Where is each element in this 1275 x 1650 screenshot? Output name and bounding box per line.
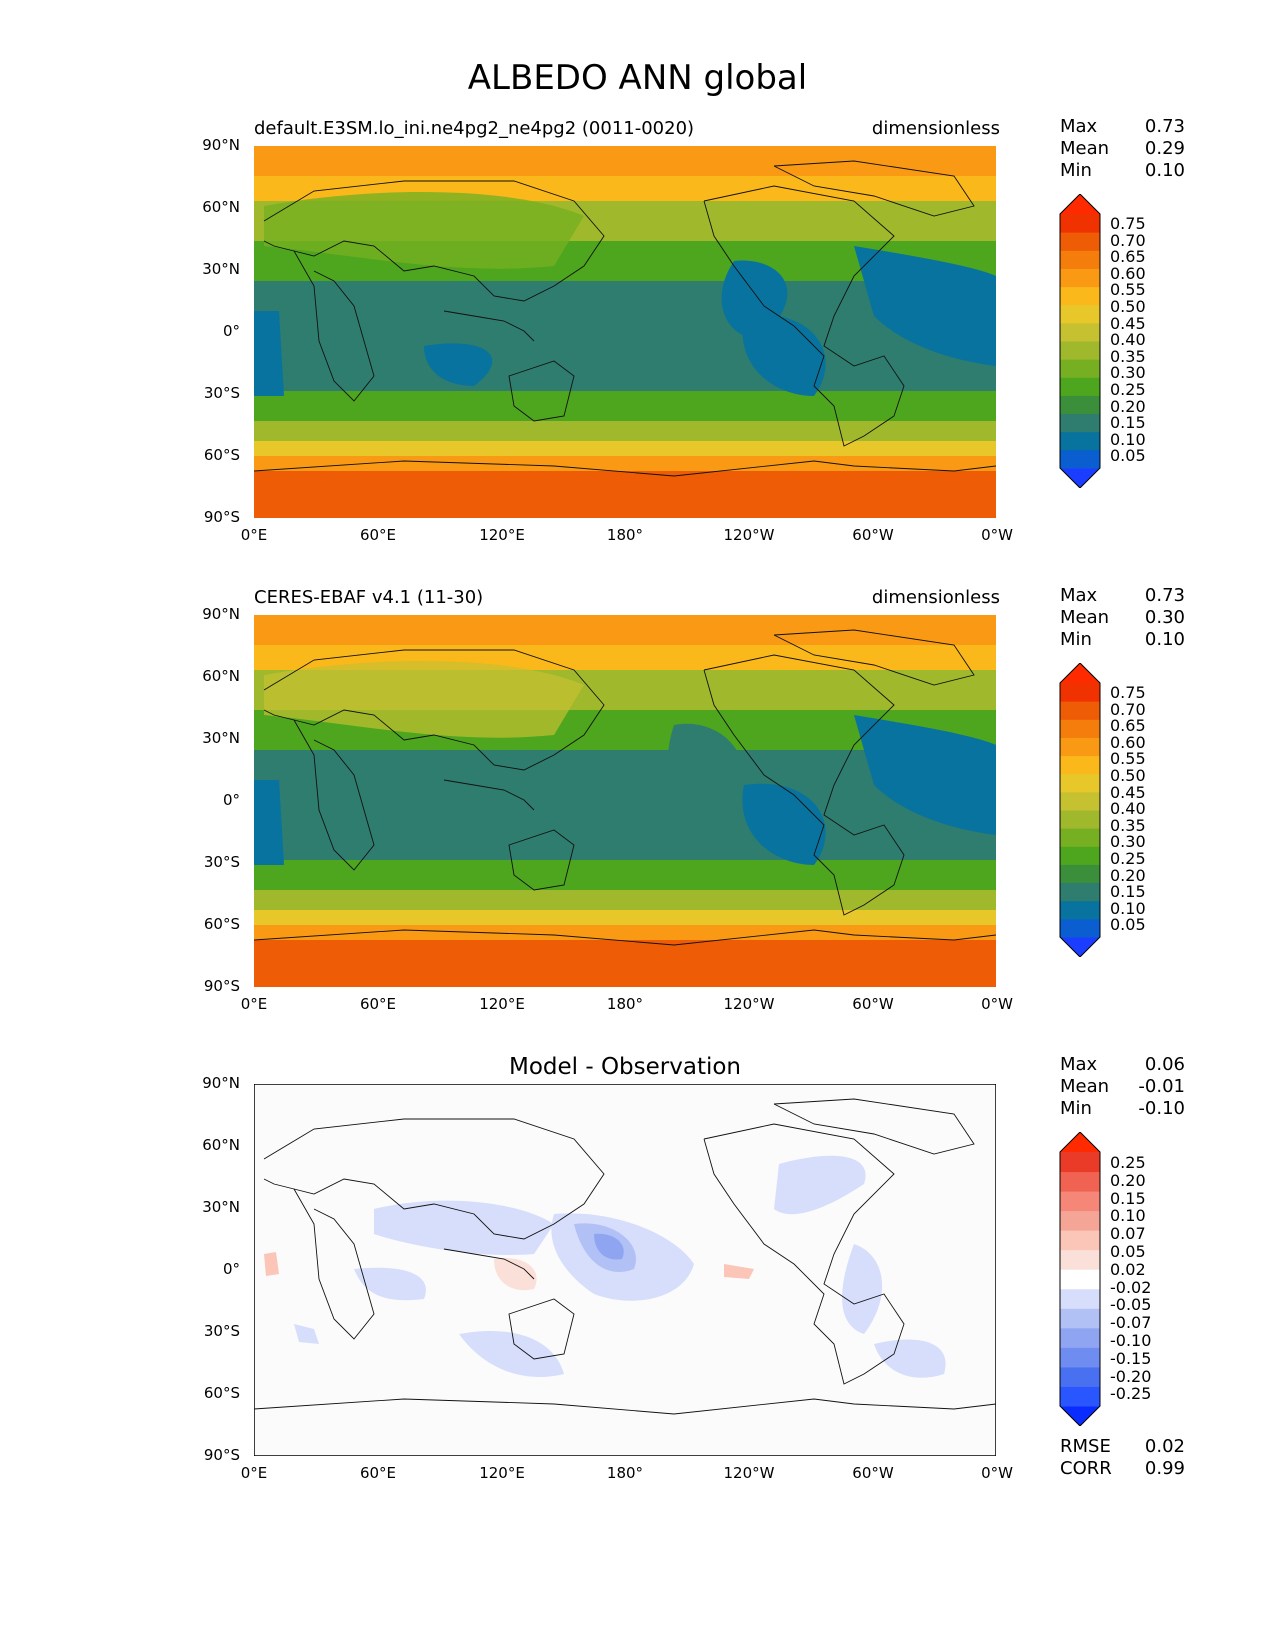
ytick: 90°S bbox=[203, 1446, 240, 1464]
xtick: 60°W bbox=[852, 526, 894, 544]
ytick: 30°S bbox=[203, 1322, 240, 1340]
xtick: 120°W bbox=[723, 1464, 775, 1482]
colorbar-model bbox=[1058, 193, 1102, 492]
map-model bbox=[254, 146, 996, 518]
panel-obs-units: dimensionless bbox=[871, 587, 1000, 608]
ytick: 0° bbox=[222, 1260, 240, 1278]
colorbar-obs-labels: 0.75 0.70 0.65 0.60 0.55 0.50 0.45 0.40 0.35 0.30… bbox=[1110, 683, 1146, 935]
ytick: 60°S bbox=[203, 1384, 240, 1402]
panel-obs: CERES-EBAF v4.1 (11-30) dimensionless bbox=[0, 469, 1275, 1013]
ytick: 60°S bbox=[203, 915, 240, 933]
xtick: 120°W bbox=[723, 995, 775, 1013]
map-obs bbox=[254, 615, 996, 987]
ytick: 60°N bbox=[202, 1136, 240, 1154]
xtick: 0°E bbox=[240, 1464, 268, 1482]
ytick: 60°N bbox=[202, 667, 240, 685]
ytick: 30°S bbox=[203, 384, 240, 402]
ytick: 60°N bbox=[202, 198, 240, 216]
panel-model-stats: Max 0.73 Mean 0.29 Min 0.10 bbox=[1060, 116, 1185, 181]
xtick: 0°W bbox=[981, 1464, 1013, 1482]
ytick: 30°N bbox=[202, 729, 240, 747]
xtick: 120°E bbox=[479, 1464, 525, 1482]
panel-obs-label: CERES-EBAF v4.1 (11-30) bbox=[254, 587, 484, 608]
ytick: 30°S bbox=[203, 853, 240, 871]
colorbar-diff-labels: 0.25 0.20 0.15 0.10 0.07 0.05 0.02 -0.02 -0.05 -0… bbox=[1110, 1153, 1152, 1404]
xtick: 60°E bbox=[359, 526, 397, 544]
xtick: 60°W bbox=[852, 995, 894, 1013]
xtick: 180° bbox=[606, 526, 644, 544]
panel-diff-title: Model - Observation bbox=[508, 1054, 742, 1080]
colorbar-diff bbox=[1058, 1131, 1102, 1430]
ytick: 30°N bbox=[202, 260, 240, 278]
ytick: 90°S bbox=[203, 977, 240, 995]
ytick: 0° bbox=[222, 322, 240, 340]
xtick: 60°E bbox=[359, 1464, 397, 1482]
panel-diff: Model - Observation bbox=[0, 938, 1275, 1482]
xtick: 120°E bbox=[479, 526, 525, 544]
ytick: 90°N bbox=[202, 136, 240, 154]
xtick: 0°E bbox=[240, 995, 268, 1013]
colorbar-obs bbox=[1058, 662, 1102, 961]
ytick: 60°S bbox=[203, 446, 240, 464]
panel-model: default.E3SM.lo_ini.ne4pg2_ne4pg2 (0011-… bbox=[0, 0, 1275, 544]
xtick: 180° bbox=[606, 995, 644, 1013]
panel-model-label: default.E3SM.lo_ini.ne4pg2_ne4pg2 (0011-… bbox=[254, 118, 695, 139]
panel-model-units: dimensionless bbox=[871, 118, 1000, 139]
xtick: 120°E bbox=[479, 995, 525, 1013]
xtick: 180° bbox=[606, 1464, 644, 1482]
ytick: 30°N bbox=[202, 1198, 240, 1216]
ytick: 0° bbox=[222, 791, 240, 809]
ytick: 90°S bbox=[203, 508, 240, 526]
xtick: 0°W bbox=[981, 526, 1013, 544]
map-diff bbox=[254, 1084, 996, 1456]
xtick: 0°W bbox=[981, 995, 1013, 1013]
xtick: 0°E bbox=[240, 526, 268, 544]
ytick: 90°N bbox=[202, 605, 240, 623]
ytick: 90°N bbox=[202, 1074, 240, 1092]
figure-title: ALBEDO ANN global bbox=[467, 58, 808, 98]
colorbar-model-labels: 0.75 0.70 0.65 0.60 0.55 0.50 0.45 0.40 0.35 0.30… bbox=[1110, 214, 1146, 466]
panel-diff-metrics: RMSE 0.02 CORR 0.99 bbox=[1060, 1436, 1185, 1479]
panel-obs-stats: Max 0.73 Mean 0.30 Min 0.10 bbox=[1060, 585, 1185, 650]
xtick: 60°W bbox=[852, 1464, 894, 1482]
xtick: 60°E bbox=[359, 995, 397, 1013]
xtick: 120°W bbox=[723, 526, 775, 544]
panel-diff-stats: Max 0.06 Mean -0.01 Min -0.10 bbox=[1060, 1054, 1185, 1119]
